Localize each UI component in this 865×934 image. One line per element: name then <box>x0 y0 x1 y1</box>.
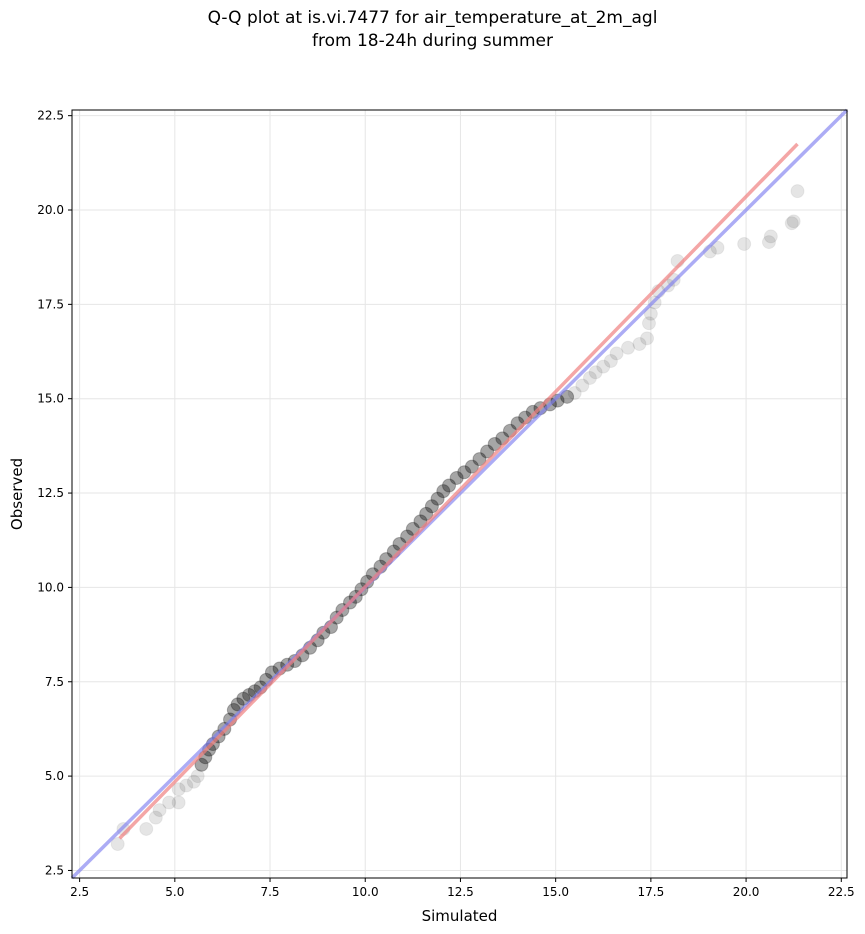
axis-ticks: 2.5 2.5 5.0 5.0 7.5 7.5 10.0 10.0 12.5 12.5 15.0 15… <box>37 109 854 899</box>
data-point <box>424 499 439 514</box>
data-point <box>230 697 245 712</box>
plot-frame <box>71 109 848 879</box>
data-point <box>236 691 251 706</box>
data-point <box>603 353 618 368</box>
y-tick-label: 10.0 <box>37 580 64 594</box>
x-tick-label: 10.0 <box>352 885 379 899</box>
y-tick-label: 15.0 <box>37 392 64 406</box>
y-tick-label: 2.5 <box>45 863 64 877</box>
data-point <box>567 386 582 401</box>
data-point <box>609 346 624 361</box>
data-point <box>737 236 752 251</box>
data-point <box>784 216 799 231</box>
chart-title-line-2: from 18-24h during summer <box>312 31 553 51</box>
data-point <box>763 229 778 244</box>
data-point <box>194 757 209 772</box>
data-point <box>487 436 502 451</box>
data-point <box>643 306 658 321</box>
data-point <box>761 235 776 250</box>
data-point <box>641 316 656 331</box>
data-points <box>110 184 805 852</box>
y-tick-label: 7.5 <box>45 675 64 689</box>
x-tick-label: 5.0 <box>165 885 184 899</box>
data-point <box>621 340 636 355</box>
y-tick-label: 20.0 <box>37 203 64 217</box>
data-point <box>560 389 575 404</box>
data-point <box>148 810 163 825</box>
x-tick-label: 15.0 <box>542 885 569 899</box>
x-tick-label: 20.0 <box>733 885 760 899</box>
data-point <box>449 470 464 485</box>
y-axis-label: Observed <box>8 458 26 530</box>
data-point <box>442 478 457 493</box>
data-point <box>436 484 451 499</box>
data-point <box>786 214 801 229</box>
data-point <box>575 378 590 393</box>
data-point <box>171 795 186 810</box>
data-point <box>596 359 611 374</box>
data-point <box>162 795 177 810</box>
data-point <box>139 821 154 836</box>
data-point <box>550 393 565 408</box>
chart-title-line-1: Q-Q plot at is.vi.7477 for air_temperatu… <box>207 8 658 28</box>
data-point <box>457 465 472 480</box>
x-axis-label: Simulated <box>422 907 498 925</box>
data-point <box>480 444 495 459</box>
data-point <box>316 625 331 640</box>
data-point <box>632 336 647 351</box>
y-tick-label: 22.5 <box>37 109 64 123</box>
fit-line <box>118 142 799 840</box>
x-tick-label: 22.5 <box>828 885 855 899</box>
x-tick-label: 2.5 <box>70 885 89 899</box>
data-point <box>152 803 167 818</box>
data-point <box>710 240 725 255</box>
y-tick-label: 12.5 <box>37 486 64 500</box>
data-point <box>110 837 125 852</box>
data-point <box>464 459 479 474</box>
reference-lines <box>70 108 849 880</box>
data-point <box>582 370 597 385</box>
data-point <box>588 365 603 380</box>
data-point <box>171 782 186 797</box>
data-point <box>360 574 375 589</box>
data-point <box>525 404 540 419</box>
x-tick-label: 17.5 <box>638 885 665 899</box>
data-point <box>190 769 205 784</box>
identity-line <box>70 108 849 880</box>
data-point <box>186 774 201 789</box>
x-tick-label: 7.5 <box>260 885 279 899</box>
data-point <box>419 506 434 521</box>
data-point <box>179 778 194 793</box>
data-point <box>430 491 445 506</box>
data-point <box>472 452 487 467</box>
data-point <box>790 184 805 199</box>
data-point <box>640 331 655 346</box>
y-tick-label: 17.5 <box>37 297 64 311</box>
x-tick-label: 12.5 <box>447 885 474 899</box>
y-tick-label: 5.0 <box>45 769 64 783</box>
